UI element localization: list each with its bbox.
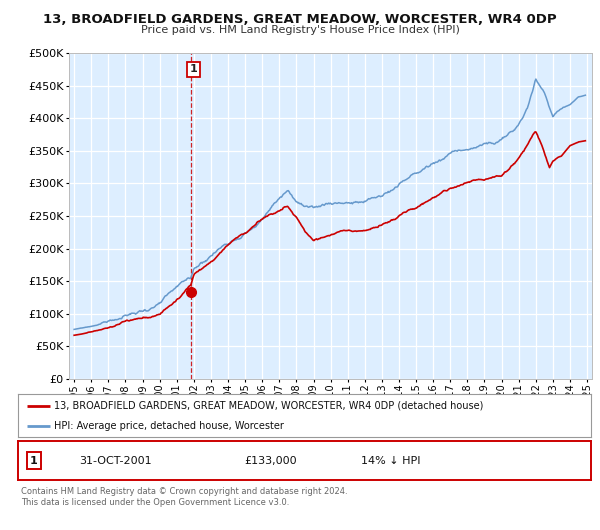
Text: 13, BROADFIELD GARDENS, GREAT MEADOW, WORCESTER, WR4 0DP (detached house): 13, BROADFIELD GARDENS, GREAT MEADOW, WO… — [53, 401, 483, 411]
Text: This data is licensed under the Open Government Licence v3.0.: This data is licensed under the Open Gov… — [21, 498, 289, 507]
Text: 1: 1 — [190, 64, 197, 74]
Text: 1: 1 — [30, 456, 38, 465]
Text: Contains HM Land Registry data © Crown copyright and database right 2024.: Contains HM Land Registry data © Crown c… — [21, 487, 347, 496]
Text: £133,000: £133,000 — [244, 456, 296, 465]
Text: 14% ↓ HPI: 14% ↓ HPI — [361, 456, 420, 465]
Text: 13, BROADFIELD GARDENS, GREAT MEADOW, WORCESTER, WR4 0DP: 13, BROADFIELD GARDENS, GREAT MEADOW, WO… — [43, 13, 557, 26]
Text: Price paid vs. HM Land Registry's House Price Index (HPI): Price paid vs. HM Land Registry's House … — [140, 25, 460, 36]
Text: HPI: Average price, detached house, Worcester: HPI: Average price, detached house, Worc… — [53, 420, 283, 430]
Text: 31-OCT-2001: 31-OCT-2001 — [79, 456, 152, 465]
